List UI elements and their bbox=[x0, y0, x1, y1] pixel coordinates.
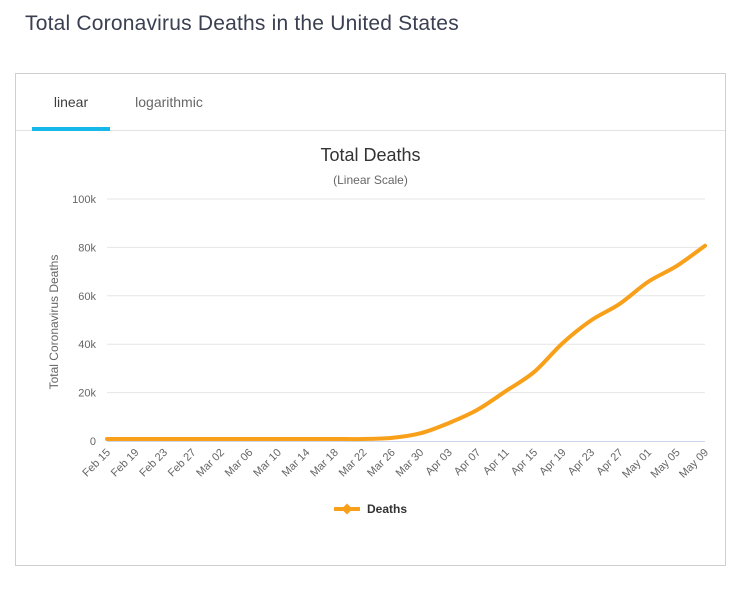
x-tick-label: Apr 11 bbox=[481, 447, 512, 478]
chart-title: Total Deaths bbox=[320, 145, 421, 165]
tab-linear-label: linear bbox=[53, 94, 89, 110]
y-tick-label: 60k bbox=[78, 291, 96, 303]
page-title: Total Coronavirus Deaths in the United S… bbox=[25, 12, 459, 35]
x-tick-label: Apr 03 bbox=[423, 447, 454, 478]
x-tick-label: Apr 15 bbox=[509, 447, 540, 478]
x-tick-label: Feb 15 bbox=[80, 447, 113, 480]
x-tick-label: Mar 06 bbox=[223, 447, 256, 480]
tab-logarithmic[interactable]: logarithmic bbox=[110, 74, 228, 130]
x-tick-label: Feb 23 bbox=[137, 447, 170, 480]
x-tick-label: Mar 02 bbox=[194, 447, 227, 480]
x-tick-label: May 05 bbox=[649, 447, 683, 481]
y-tick-label: 20k bbox=[78, 388, 96, 400]
chart-subtitle: (Linear Scale) bbox=[333, 173, 408, 187]
x-tick-label: Mar 14 bbox=[280, 447, 313, 480]
x-tick-label: Apr 23 bbox=[566, 447, 597, 478]
series-line-deaths[interactable] bbox=[105, 243, 707, 442]
x-tick-label: Apr 07 bbox=[452, 447, 483, 478]
legend-label: Deaths bbox=[366, 502, 407, 516]
x-tick-label: May 01 bbox=[620, 447, 654, 481]
y-tick-label: 40k bbox=[78, 339, 96, 351]
tab-linear[interactable]: linear bbox=[32, 74, 110, 131]
chart-card: linear logarithmic Total Deaths (Linear … bbox=[15, 73, 726, 566]
x-tick-label: Feb 27 bbox=[166, 447, 199, 480]
y-tick-label: 100k bbox=[72, 194, 96, 206]
x-tick-label: Feb 19 bbox=[109, 447, 142, 480]
x-tick-label: Mar 30 bbox=[394, 447, 427, 480]
x-tick-label: Mar 22 bbox=[337, 447, 370, 480]
x-tick-label: Apr 19 bbox=[537, 447, 568, 478]
legend-marker-icon bbox=[333, 503, 360, 515]
x-tick-label: Mar 18 bbox=[308, 447, 341, 480]
x-tick-label: Mar 10 bbox=[251, 447, 284, 480]
y-tick-label: 80k bbox=[78, 242, 96, 254]
x-tick-label: Mar 26 bbox=[365, 447, 398, 480]
x-tick-label: May 09 bbox=[677, 447, 711, 481]
legend-item-deaths[interactable]: Deaths bbox=[16, 502, 725, 516]
y-tick-label: 0 bbox=[90, 436, 96, 448]
tab-logarithmic-label: logarithmic bbox=[135, 94, 203, 110]
scale-tabstrip: linear logarithmic bbox=[16, 74, 725, 131]
